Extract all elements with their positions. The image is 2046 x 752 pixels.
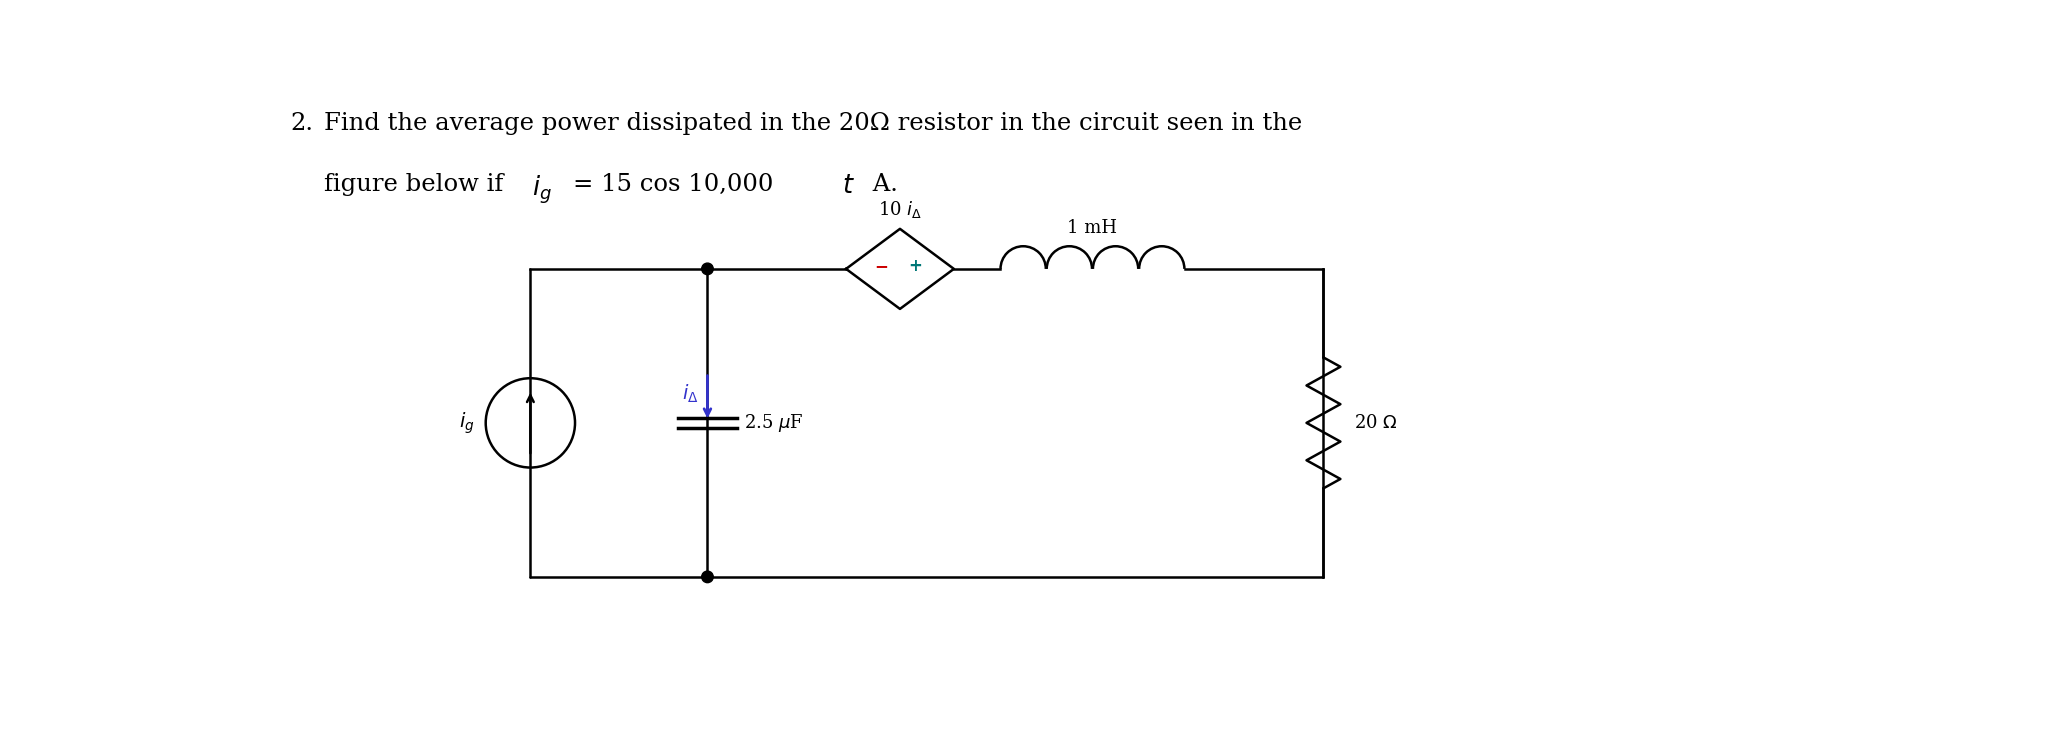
Text: A.: A. [865, 174, 898, 196]
Text: 2.: 2. [291, 112, 313, 135]
Text: 10 $i_\Delta$: 10 $i_\Delta$ [878, 199, 923, 220]
Text: +: + [908, 256, 923, 274]
Text: $t$: $t$ [843, 174, 855, 199]
Text: $i_g$: $i_g$ [458, 410, 475, 435]
Text: −: − [874, 256, 888, 274]
Text: figure below if: figure below if [323, 174, 512, 196]
Text: 1 mH: 1 mH [1068, 219, 1117, 237]
Text: $i_\Delta$: $i_\Delta$ [681, 383, 698, 405]
Text: 2.5 $\mu$F: 2.5 $\mu$F [745, 412, 804, 434]
Text: 20 $\Omega$: 20 $\Omega$ [1354, 414, 1397, 432]
Circle shape [702, 571, 714, 583]
Circle shape [702, 263, 714, 274]
Text: $i_g$: $i_g$ [532, 174, 552, 206]
Text: Find the average power dissipated in the 20Ω resistor in the circuit seen in the: Find the average power dissipated in the… [323, 112, 1301, 135]
Text: = 15 cos 10,000: = 15 cos 10,000 [573, 174, 773, 196]
